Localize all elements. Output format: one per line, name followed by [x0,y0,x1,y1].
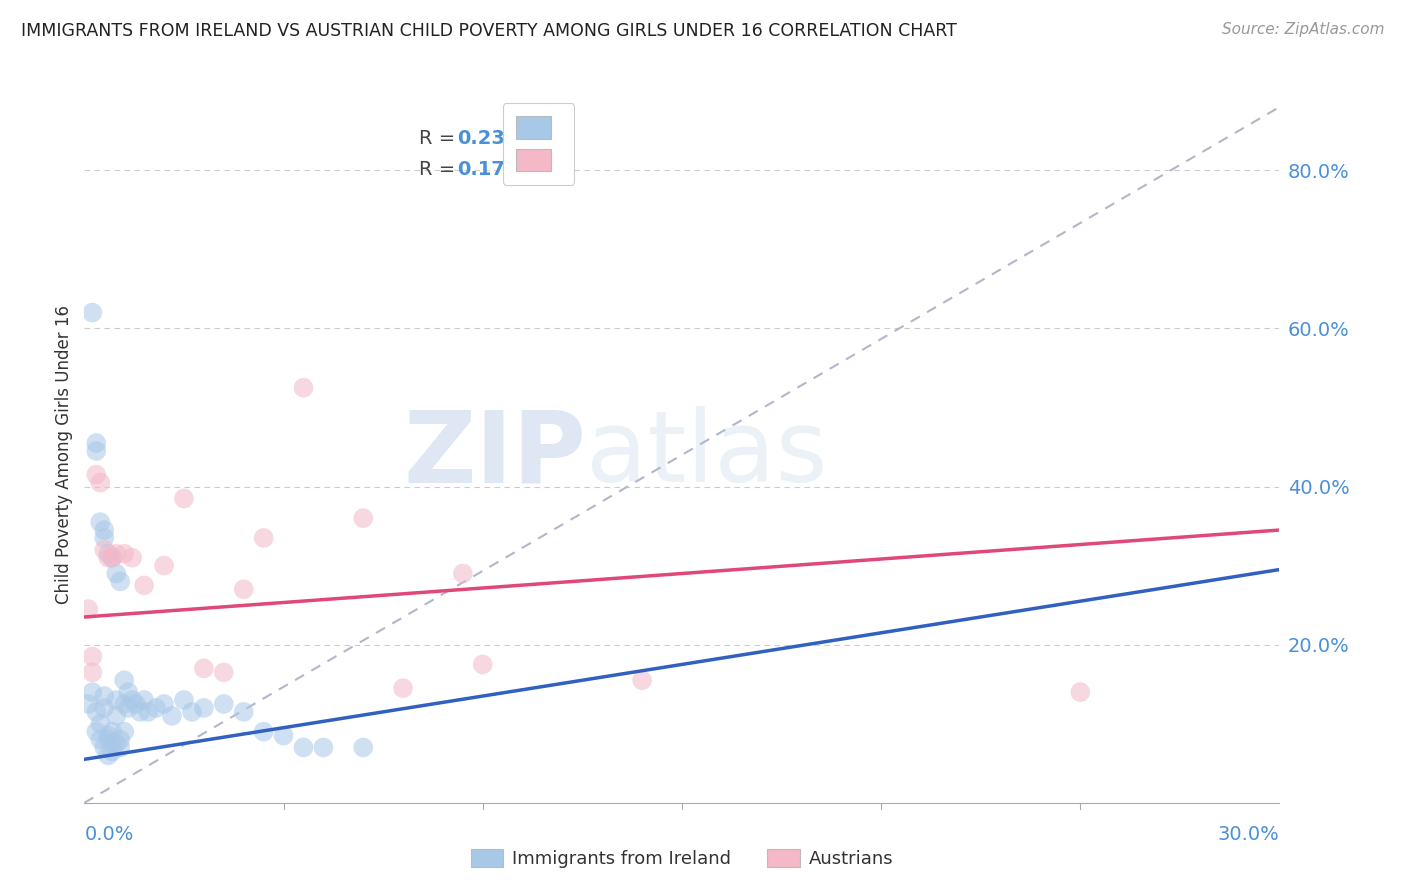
Text: 0.0%: 0.0% [84,824,134,844]
Point [292,740,315,755]
Point [101,724,124,739]
Point [253,531,276,545]
Point [160,708,183,723]
Point [89,515,111,529]
Point [631,673,654,688]
Point [112,547,135,561]
Point [193,661,215,675]
Point [153,558,176,573]
Text: 53: 53 [540,128,567,148]
Point [173,491,195,506]
Point [112,724,135,739]
Point [86,436,108,450]
Point [105,547,128,561]
Point [451,566,474,581]
Point [93,689,115,703]
Point [471,657,494,672]
Point [93,523,115,537]
Point [89,732,111,747]
Point [86,724,108,739]
Point [193,701,215,715]
Point [97,748,120,763]
Point [112,673,135,688]
Point [82,305,104,319]
Point [86,467,108,482]
Y-axis label: Child Poverty Among Girls Under 16: Child Poverty Among Girls Under 16 [55,305,73,605]
Point [93,701,115,715]
Point [292,381,315,395]
Point [101,550,124,565]
Point [121,693,143,707]
Text: atlas: atlas [586,407,828,503]
Point [77,602,100,616]
Point [117,701,139,715]
Point [273,729,295,743]
Point [232,582,254,597]
Point [1069,685,1091,699]
Point [97,547,120,561]
Point [97,732,120,747]
Point [86,444,108,458]
Point [93,531,115,545]
Point [132,578,156,592]
Point [312,740,335,755]
Text: Source: ZipAtlas.com: Source: ZipAtlas.com [1222,22,1385,37]
Point [180,705,202,719]
Point [132,693,156,707]
Point [82,665,104,680]
Point [110,740,132,755]
Text: ZIP: ZIP [404,407,586,503]
Point [212,665,235,680]
Point [82,649,104,664]
Point [125,697,148,711]
Point [136,705,159,719]
Point [89,716,111,731]
Point [97,729,120,743]
Text: N =: N = [499,161,555,179]
Point [392,681,415,695]
Text: IMMIGRANTS FROM IRELAND VS AUSTRIAN CHILD POVERTY AMONG GIRLS UNDER 16 CORRELATI: IMMIGRANTS FROM IRELAND VS AUSTRIAN CHIL… [21,22,957,40]
Point [97,550,120,565]
Point [101,550,124,565]
Point [101,737,124,751]
Point [112,697,135,711]
Point [352,740,374,755]
Point [173,693,195,707]
Point [105,566,128,581]
Point [105,708,128,723]
Point [82,685,104,699]
Text: 0.233: 0.233 [457,128,519,148]
Text: 0.179: 0.179 [457,161,519,179]
Point [253,724,276,739]
Point [93,740,115,755]
Point [110,732,132,747]
Text: R =: R = [419,128,461,148]
Point [145,701,167,715]
Point [232,705,254,719]
Point [352,511,374,525]
Text: R =: R = [419,161,461,179]
Text: N =: N = [499,128,555,148]
Point [121,550,143,565]
Point [105,693,128,707]
Point [89,475,111,490]
Point [117,685,139,699]
Text: 25: 25 [540,161,567,179]
Point [86,705,108,719]
Point [93,542,115,557]
Point [153,697,176,711]
Point [101,744,124,758]
Legend: Immigrants from Ireland, Austrians: Immigrants from Ireland, Austrians [461,840,903,877]
Text: 30.0%: 30.0% [1218,824,1279,844]
Point [212,697,235,711]
Point [129,705,152,719]
Point [105,737,128,751]
Point [110,574,132,589]
Point [77,697,100,711]
